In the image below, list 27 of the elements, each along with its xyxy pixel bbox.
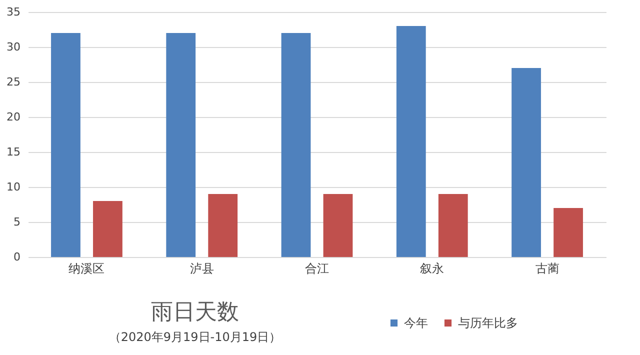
legend-label: 与历年比多 bbox=[458, 316, 518, 330]
y-tick-label: 10 bbox=[6, 180, 20, 194]
y-tick-label: 30 bbox=[6, 40, 20, 54]
y-tick-label: 20 bbox=[6, 110, 20, 124]
legend-label: 今年 bbox=[404, 316, 428, 330]
x-tick-label: 古蔺 bbox=[535, 262, 560, 276]
y-tick-label: 5 bbox=[14, 216, 20, 228]
bar bbox=[166, 33, 196, 257]
bar bbox=[93, 201, 122, 257]
text: （2020年9月19日-10月19日） bbox=[108, 329, 282, 346]
bar bbox=[51, 33, 80, 257]
y-tick-label: 25 bbox=[6, 76, 20, 88]
y-tick-label: 35 bbox=[6, 6, 20, 18]
y-tick-label: 0 bbox=[14, 250, 20, 264]
text: 雨日天数 bbox=[150, 300, 240, 326]
x-tick-label: 合江 bbox=[305, 262, 329, 276]
bar bbox=[438, 194, 468, 257]
bar bbox=[323, 194, 353, 257]
x-tick-label: 叙永 bbox=[420, 262, 444, 276]
bar bbox=[396, 26, 426, 257]
x-tick-label: 纳溪区 bbox=[68, 262, 105, 276]
bar bbox=[512, 68, 541, 257]
bar bbox=[281, 33, 311, 257]
y-tick-label: 15 bbox=[6, 146, 20, 158]
bar bbox=[554, 208, 583, 257]
bar bbox=[208, 194, 238, 257]
x-tick-label: 泸县 bbox=[190, 262, 214, 276]
